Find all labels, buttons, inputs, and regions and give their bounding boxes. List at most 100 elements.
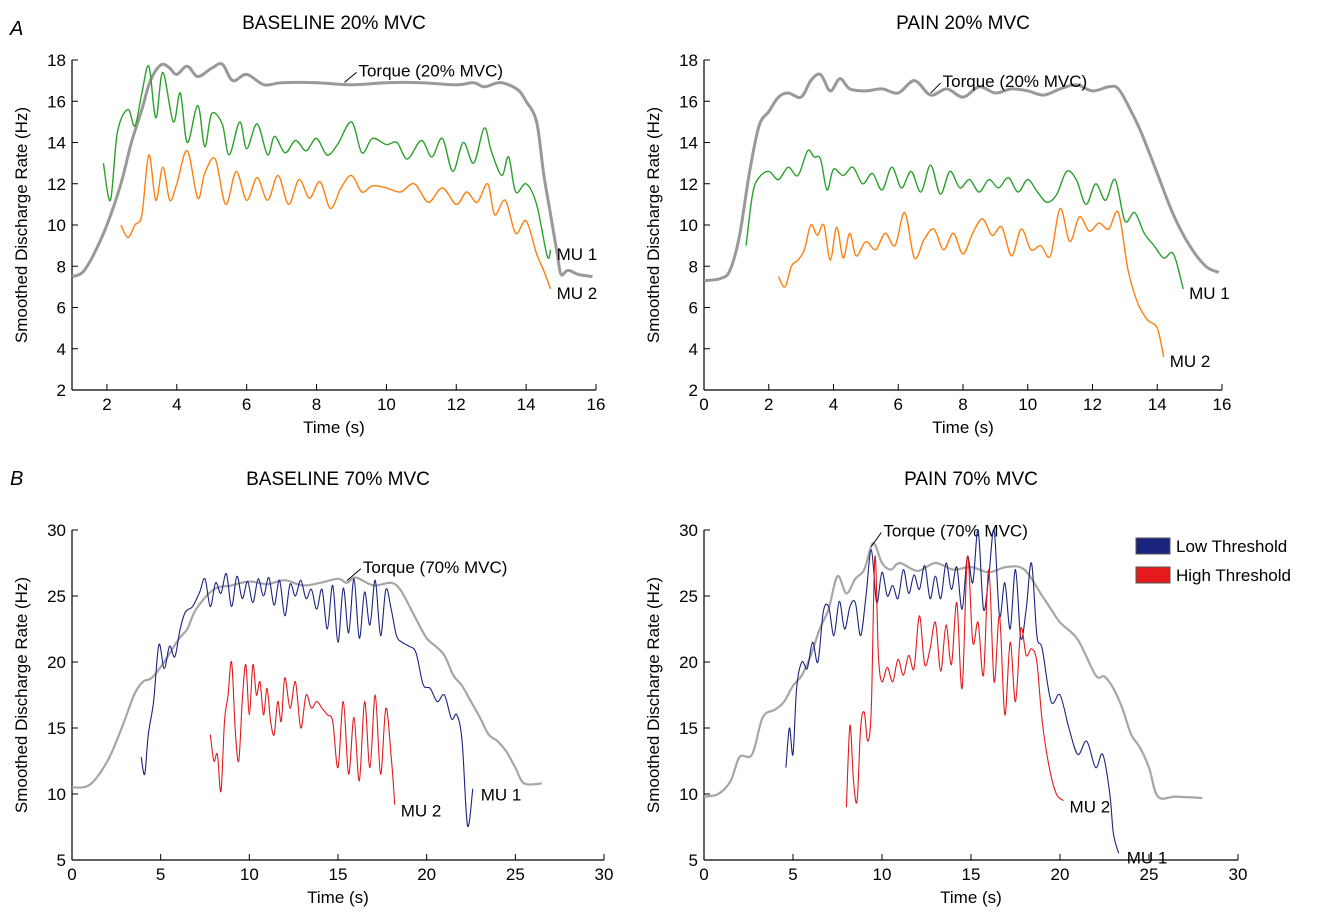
x-tick-label: 25 [506,865,525,884]
chart-title: PAIN 70% MVC [904,469,1038,490]
y-tick-label: 10 [47,216,66,235]
x-axis-label: Time (s) [932,418,994,437]
chart-title: PAIN 20% MVC [896,13,1030,34]
y-tick-label: 20 [47,653,66,672]
mu-line-1 [140,573,474,828]
series-label-mu-1: MU 1 [481,786,522,805]
y-tick-label: 18 [679,51,698,70]
torque-label-leader [930,82,941,94]
y-tick-label: 25 [679,587,698,606]
legend-label: High Threshold [1176,566,1291,585]
y-tick-label: 12 [679,175,698,194]
torque-line [71,62,593,279]
y-tick-label: 6 [689,299,698,318]
x-tick-label: 15 [329,865,348,884]
x-tick-label: 20 [417,865,436,884]
y-tick-label: 30 [47,521,66,540]
y-tick-label: 10 [47,785,66,804]
torque-label: Torque (70% MVC) [363,558,508,577]
x-tick-label: 20 [1051,865,1070,884]
y-tick-label: 30 [679,521,698,540]
legend: Low Threshold High Threshold [1135,537,1291,585]
series-label-mu-2: MU 2 [401,802,442,821]
legend-label: Low Threshold [1176,537,1287,556]
x-tick-label: 4 [172,395,181,414]
y-axis-label: Smoothed Discharge Rate (Hz) [644,577,663,813]
x-tick-label: 15 [962,865,981,884]
chart-title: BASELINE 20% MVC [242,13,426,34]
series-label-mu-2: MU 2 [1070,798,1111,817]
torque-line [703,542,1203,800]
y-tick-label: 14 [47,134,66,153]
y-axis-label: Smoothed Discharge Rate (Hz) [12,577,31,813]
x-tick-label: 6 [894,395,903,414]
y-tick-label: 2 [689,381,698,400]
y-tick-label: 6 [57,299,66,318]
torque-label: Torque (20% MVC) [943,72,1088,91]
y-tick-label: 16 [679,92,698,111]
x-tick-label: 14 [517,395,536,414]
series-label-mu-1: MU 1 [557,245,598,264]
y-axis-label: Smoothed Discharge Rate (Hz) [644,107,663,343]
y-tick-label: 10 [679,216,698,235]
y-tick-label: 2 [57,381,66,400]
x-tick-label: 6 [242,395,251,414]
torque-label: Torque (20% MVC) [358,61,503,80]
torque-line [71,576,542,789]
y-tick-label: 8 [57,257,66,276]
y-tick-label: 15 [47,719,66,738]
y-tick-label: 16 [47,92,66,111]
y-tick-label: 15 [679,719,698,738]
x-tick-label: 16 [587,395,606,414]
mu-line-2 [845,555,1064,808]
x-axis-label: Time (s) [940,888,1002,907]
x-tick-label: 5 [788,865,797,884]
x-tick-label: 30 [1229,865,1248,884]
x-tick-label: 12 [1083,395,1102,414]
torque-label-leader [344,71,357,83]
y-tick-label: 25 [47,587,66,606]
y-tick-label: 14 [679,134,698,153]
x-tick-label: 10 [240,865,259,884]
series-label-mu-1: MU 1 [1127,848,1168,867]
x-tick-label: 0 [67,865,76,884]
x-tick-label: 2 [102,395,111,414]
x-tick-label: 4 [829,395,838,414]
legend-swatch [1135,566,1171,584]
x-tick-label: 12 [447,395,466,414]
series-label-mu-2: MU 2 [1170,352,1211,371]
y-tick-label: 20 [679,653,698,672]
torque-label: Torque (70% MVC) [883,521,1028,540]
mu-line-2 [120,150,552,290]
x-tick-label: 14 [1148,395,1167,414]
x-tick-label: 10 [873,865,892,884]
mu-line-1 [785,528,1120,854]
x-tick-label: 8 [958,395,967,414]
mu-line-2 [209,660,396,805]
x-tick-label: 10 [1018,395,1037,414]
mu-line-1 [102,65,552,259]
x-tick-label: 5 [156,865,165,884]
chart-title: BASELINE 70% MVC [246,469,430,490]
x-tick-label: 0 [699,395,708,414]
x-tick-label: 30 [595,865,614,884]
y-tick-label: 8 [689,257,698,276]
x-tick-label: 10 [377,395,396,414]
torque-label-leader [346,568,362,582]
y-tick-label: 10 [679,785,698,804]
mu-line-1 [745,149,1184,290]
x-axis-label: Time (s) [307,888,369,907]
panel-letter-b: B [10,468,23,490]
panel-letter-a: A [9,18,23,40]
x-tick-label: 2 [764,395,773,414]
x-tick-label: 16 [1213,395,1232,414]
series-label-mu-2: MU 2 [557,284,598,303]
y-tick-label: 18 [47,51,66,70]
torque-label-leader [870,532,882,547]
series-label-mu-1: MU 1 [1189,284,1230,303]
y-tick-label: 5 [689,851,698,870]
x-tick-label: 0 [699,865,708,884]
y-tick-label: 5 [57,851,66,870]
